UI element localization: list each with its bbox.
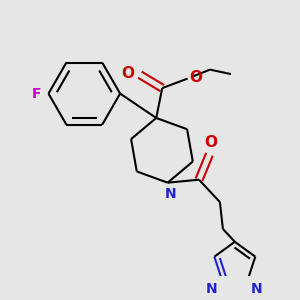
Text: O: O (121, 66, 134, 81)
Text: F: F (32, 87, 41, 100)
Text: N: N (206, 282, 218, 296)
Text: N: N (165, 187, 176, 201)
Text: N: N (251, 282, 263, 296)
Text: O: O (204, 135, 218, 150)
Text: O: O (189, 70, 202, 85)
